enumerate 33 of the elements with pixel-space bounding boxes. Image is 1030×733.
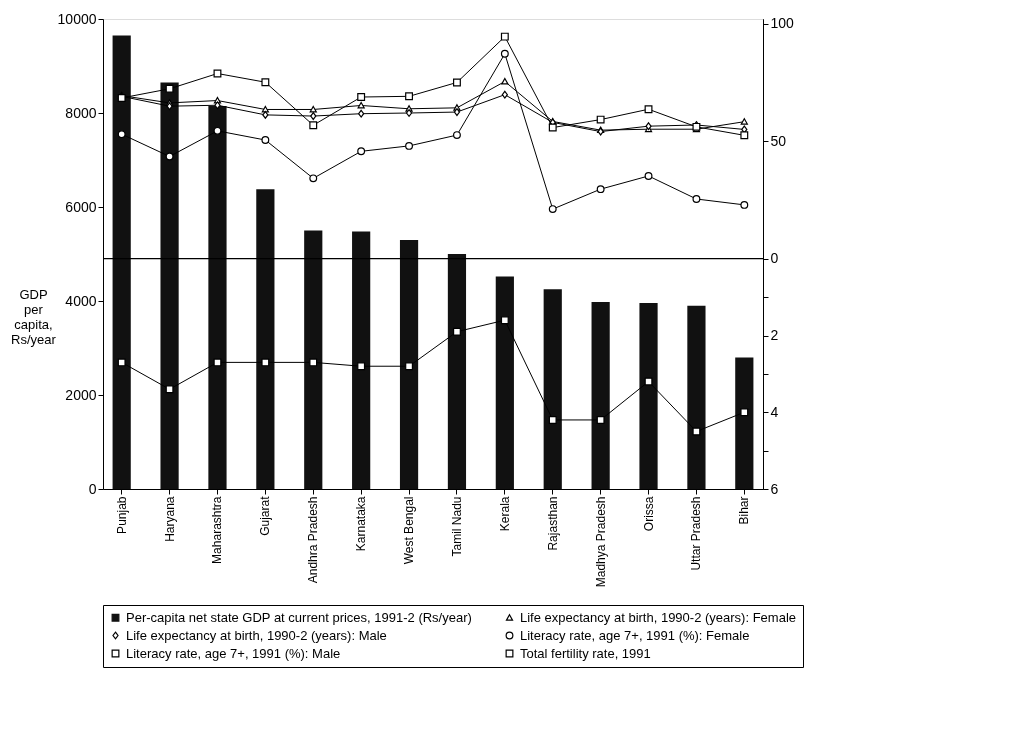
- x-tick-label: Andhra Pradesh: [306, 496, 321, 584]
- y3-tick-label: 6: [770, 480, 779, 497]
- y3-tick-label: 4: [770, 403, 779, 420]
- x-tick-label: Rajasthan: [545, 496, 560, 551]
- y-tick-label: 4000: [65, 292, 97, 309]
- legend-label: Life expectancy at birth, 1990-2 (years): Female: [520, 609, 797, 625]
- x-tick-label: Uttar Pradesh: [689, 496, 704, 571]
- legend-label: Life expectancy at birth, 1990-2 (years): Male: [126, 627, 387, 643]
- x-tick-label: Gujarat: [258, 495, 273, 536]
- y-tick-label: 0: [88, 480, 97, 497]
- x-tick-label: Haryana: [162, 496, 177, 542]
- y-tick-label: 10000: [57, 10, 97, 27]
- y2-tick-label: 0: [770, 250, 779, 267]
- y2-tick-label: 50: [770, 132, 787, 149]
- legend-label: Literacy rate, age 7+, 1991 (%): Female: [520, 627, 750, 643]
- legend-label: Total fertility rate, 1991: [520, 645, 651, 661]
- x-tick-label: West Bengal: [402, 496, 417, 565]
- legend-label: Per-capita net state GDP at current prices, 1991-2 (Rs/year): [126, 609, 472, 625]
- y2-tick-label: 100: [770, 15, 795, 32]
- y-tick-label: 8000: [65, 104, 97, 121]
- x-tick-label: Kerala: [497, 496, 512, 532]
- y-tick-label: 6000: [65, 198, 97, 215]
- x-tick-label: Bihar: [737, 496, 752, 525]
- y-tick-label: 2000: [65, 386, 97, 403]
- x-tick-label: Tamil Nadu: [449, 496, 464, 557]
- x-tick-label: Karnataka: [354, 496, 369, 552]
- y3-tick-label: 2: [770, 327, 779, 344]
- y-axis-title: GDP per capita, Rs/year: [11, 286, 57, 347]
- x-tick-label: Madhya Pradesh: [593, 496, 608, 588]
- x-tick-label: Punjab: [114, 496, 129, 534]
- x-tick-label: Maharashtra: [210, 496, 225, 564]
- x-tick-label: Orissa: [641, 496, 656, 532]
- legend-label: Literacy rate, age 7+, 1991 (%): Male: [126, 645, 341, 661]
